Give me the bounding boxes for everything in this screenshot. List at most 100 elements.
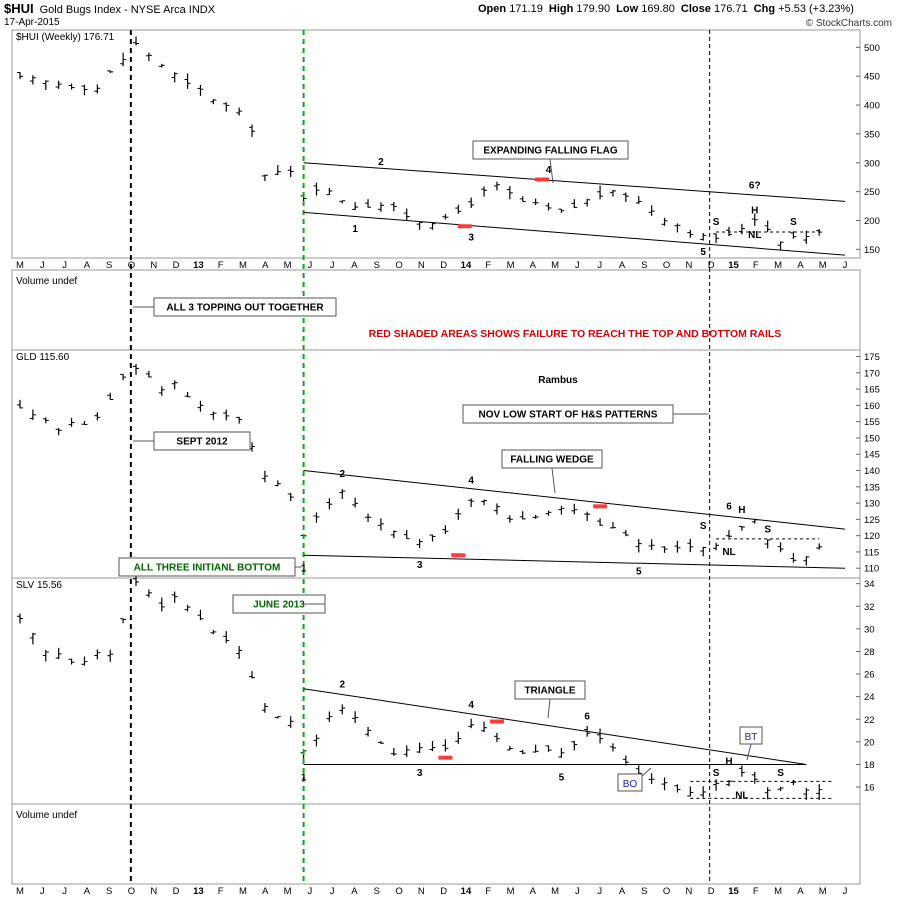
x-tick-label: F <box>753 260 759 271</box>
x-tick-label: J <box>62 260 67 271</box>
x-tick-label: M <box>819 260 827 271</box>
flag-lower-rail <box>303 211 846 256</box>
y-tick-label-hui: 500 <box>864 43 880 54</box>
x-tick-label: M <box>239 260 247 271</box>
x-tick-label: F <box>485 260 491 271</box>
x-tick-label: M <box>284 260 292 271</box>
pattern-label: 2 <box>378 157 384 168</box>
x-tick-label: S <box>641 260 647 271</box>
chg-label: Chg <box>753 3 776 15</box>
x-tick-label: M <box>239 886 247 897</box>
y-tick-label-slv: 26 <box>864 670 875 681</box>
callout-text: ALL THREE INITIANL BOTTOM <box>134 563 281 574</box>
low-value: 169.80 <box>641 3 675 15</box>
x-tick-label: A <box>84 260 91 271</box>
y-tick-label-gld: 130 <box>864 499 880 510</box>
open-label: Open <box>478 3 507 15</box>
x-tick-label: N <box>418 886 425 897</box>
chart-header: $HUI Gold Bugs Index - NYSE Arca INDX 17-… <box>0 0 900 30</box>
x-tick-label: M <box>774 260 782 271</box>
y-tick-label-hui: 200 <box>864 216 880 227</box>
y-tick-label-hui: 350 <box>864 129 880 140</box>
panel-title-hui: $HUI (Weekly) 176.71 <box>16 32 115 43</box>
pattern-label: 5 <box>559 772 565 783</box>
y-tick-label-gld: 165 <box>864 385 880 396</box>
pattern-label: 5 <box>700 247 706 258</box>
pattern-label: 3 <box>417 560 423 571</box>
x-tick-label: A <box>797 886 804 897</box>
x-tick-label: 15 <box>728 260 739 271</box>
red-failure-marker <box>535 177 550 182</box>
bt-pointer <box>746 743 752 761</box>
x-tick-label: S <box>374 260 380 271</box>
x-tick-label: A <box>351 260 358 271</box>
panel-title-slv: SLV 15.56 <box>16 580 62 591</box>
x-tick-label: S <box>374 886 380 897</box>
pattern-label: 2 <box>339 680 345 691</box>
x-tick-label: S <box>106 260 112 271</box>
panel-frame-vol_bottom <box>11 803 861 885</box>
x-tick-label: M <box>284 886 292 897</box>
y-tick-label-hui: 450 <box>864 72 880 83</box>
symbol: $HUI <box>4 1 34 16</box>
pattern-label: 5 <box>636 567 642 578</box>
x-tick-label: N <box>685 260 692 271</box>
y-tick-label-slv: 28 <box>864 647 875 658</box>
x-tick-label: F <box>753 886 759 897</box>
x-tick-label: M <box>551 886 559 897</box>
bo-label: BO <box>623 779 638 790</box>
y-tick-label-gld: 140 <box>864 466 880 477</box>
x-tick-label: O <box>395 260 402 271</box>
x-tick-label: O <box>663 260 670 271</box>
x-tick-label: O <box>395 886 402 897</box>
x-tick-label: 13 <box>193 886 204 897</box>
pattern-label: NL <box>735 790 748 801</box>
pattern-label: 4 <box>468 700 474 711</box>
x-tick-label: F <box>485 886 491 897</box>
high-value: 179.90 <box>576 3 611 15</box>
triangle-upper-rail <box>303 688 807 765</box>
x-tick-label: O <box>128 886 135 897</box>
pattern-label: S <box>700 521 707 532</box>
callout-text: ALL 3 TOPPING OUT TOGETHER <box>166 303 324 314</box>
pattern-label: H <box>738 505 745 516</box>
callout-pointer <box>549 158 554 184</box>
x-tick-label: N <box>150 260 157 271</box>
bt-label: BT <box>745 732 758 743</box>
y-tick-label-slv: 16 <box>864 783 875 794</box>
y-tick-label-hui: 250 <box>864 187 880 198</box>
x-tick-label: N <box>150 886 157 897</box>
x-tick-label: A <box>262 886 269 897</box>
y-tick-label-hui: 300 <box>864 158 880 169</box>
pattern-label: 6? <box>749 181 761 192</box>
y-tick-label-gld: 135 <box>864 482 880 493</box>
x-tick-label: M <box>507 260 515 271</box>
open-value: 171.19 <box>509 3 543 15</box>
x-tick-label: 15 <box>728 886 739 897</box>
pattern-label: 1 <box>301 772 307 783</box>
y-tick-label-gld: 170 <box>864 368 880 379</box>
y-tick-label-hui: 400 <box>864 101 880 112</box>
callout-text: TRIANGLE <box>524 686 575 697</box>
symbol-title: $HUI Gold Bugs Index - NYSE Arca INDX <box>4 1 215 16</box>
x-tick-label: N <box>418 260 425 271</box>
pattern-label: NL <box>748 230 761 241</box>
x-tick-label: J <box>40 260 45 271</box>
x-tick-label: F <box>218 886 224 897</box>
panel-frame-hui <box>11 29 861 259</box>
x-tick-label: D <box>708 886 715 897</box>
x-tick-label: A <box>351 886 358 897</box>
x-tick-label: 14 <box>461 886 472 897</box>
red-shaded-note: RED SHADED AREAS SHOWS FAILURE TO REACH … <box>369 328 782 340</box>
panel-frame-gld <box>11 349 861 579</box>
bo-box <box>617 773 643 792</box>
low-label: Low <box>616 3 639 15</box>
x-tick-label: J <box>307 260 312 271</box>
chg-value: +5.53 (+3.23%) <box>778 3 854 15</box>
x-tick-label: S <box>106 886 112 897</box>
bo-pointer <box>641 767 652 777</box>
chart-date: 17-Apr-2015 <box>4 17 60 28</box>
callout-pointer <box>547 698 551 719</box>
red-failure-marker <box>457 224 472 229</box>
